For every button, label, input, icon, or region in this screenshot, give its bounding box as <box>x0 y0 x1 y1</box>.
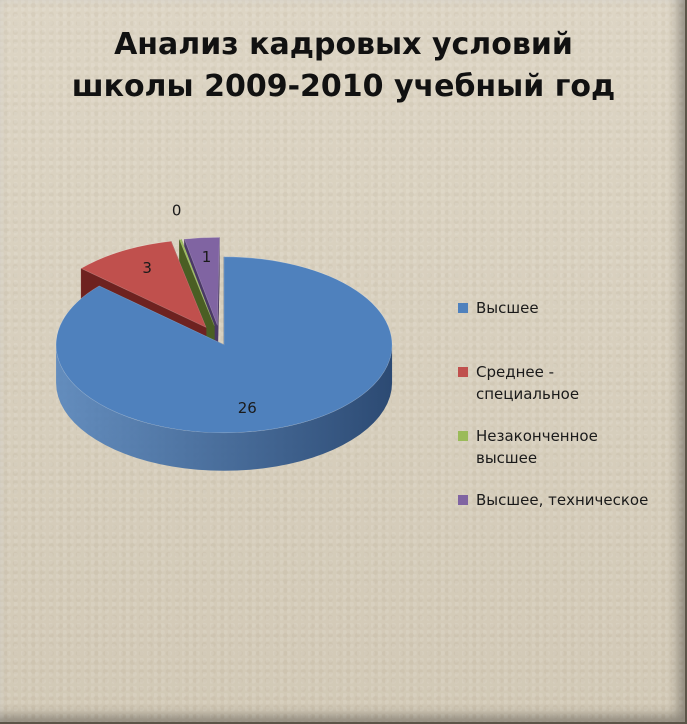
legend-swatch-vysshee <box>458 303 468 313</box>
legend-label-srednee-spetsialnoe-line-2: специальное <box>476 385 579 403</box>
legend-swatch-nezakonchennoe-vysshee <box>458 431 468 441</box>
data-label-vysshee: 26 <box>238 399 257 417</box>
pie-slice-nezakonchennoe-vysshee <box>178 239 215 326</box>
legend-item-srednee-spetsialnoe: Среднее - специальное <box>458 363 579 403</box>
legend-label-nezakonchennoe-vysshee: Незаконченное <box>476 427 598 445</box>
chart-title: Анализ кадровых условий школы 2009-2010 … <box>0 24 687 108</box>
legend-swatch-vysshee-tekhnicheskoe <box>458 495 468 505</box>
legend: Высшее Среднее - специальное Незаконченное в… <box>458 299 648 509</box>
pie-slices <box>55 237 393 471</box>
legend-label-nezakonchennoe-vysshee-line-2: высшее <box>476 449 537 467</box>
legend-label-srednee-spetsialnoe: Среднее - <box>476 363 554 381</box>
legend-item-nezakonchennoe-vysshee: Незаконченное высшее <box>458 427 598 467</box>
pie-slice-vysshee-tekhnicheskoe <box>184 237 220 326</box>
legend-label-vysshee: Высшее <box>476 299 539 317</box>
data-label-vysshee-tekhnicheskoe: 1 <box>202 248 212 266</box>
legend-label-vysshee-tekhnicheskoe: Высшее, техническое <box>476 491 648 509</box>
data-label-nezakonchennoe-vysshee: 0 <box>172 201 182 219</box>
pie-slice-vysshee <box>55 256 393 434</box>
chart-title-line-1: Анализ кадровых условий <box>114 27 573 62</box>
chart-title-line-2: школы 2009-2010 учебный год <box>71 69 616 104</box>
legend-item-vysshee: Высшее <box>458 299 539 317</box>
legend-item-vysshee-tekhnicheskoe: Высшее, техническое <box>458 491 648 509</box>
legend-swatch-srednee-spetsialnoe <box>458 367 468 377</box>
data-labels: 26 3 0 1 <box>142 201 256 417</box>
data-label-srednee-spetsialnoe: 3 <box>142 259 152 277</box>
pie-slice-edge-vysshee <box>56 344 393 471</box>
pie-slice-srednee-spetsialnoe <box>80 240 207 328</box>
